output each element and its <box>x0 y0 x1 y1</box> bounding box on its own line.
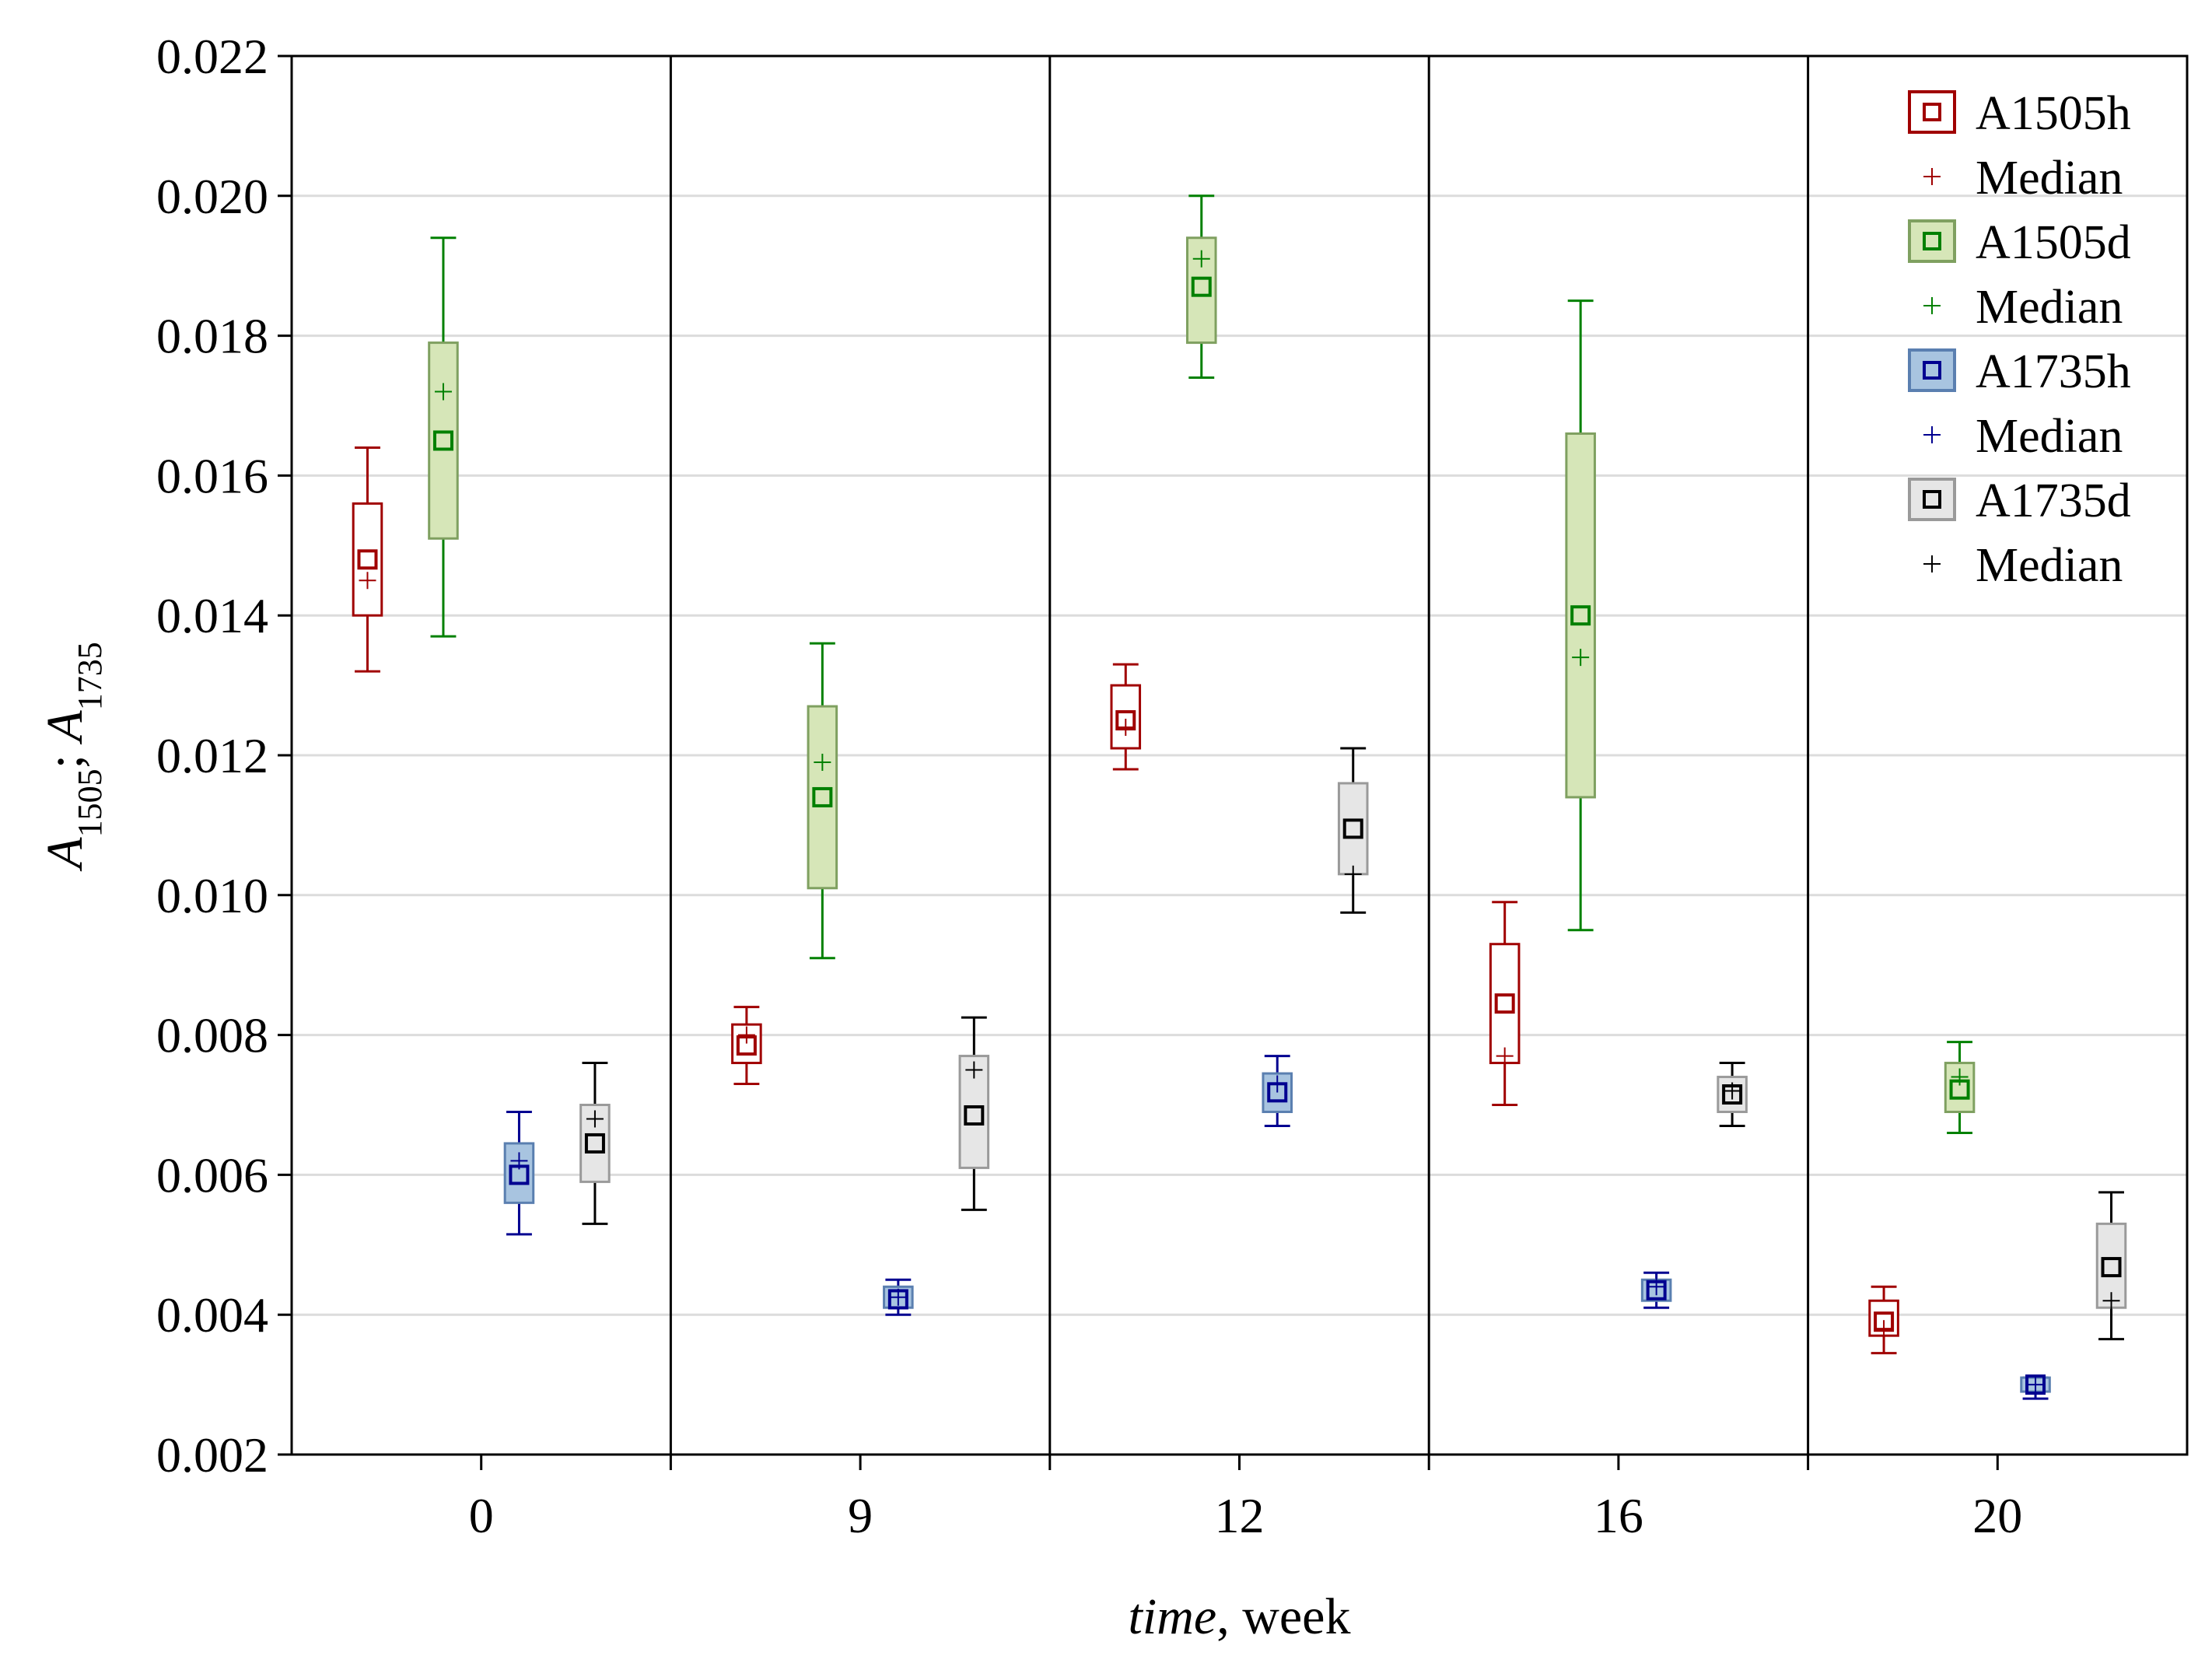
y-tick-label: 0.014 <box>156 588 268 643</box>
y-tick-label: 0.004 <box>156 1287 268 1343</box>
y-axis-title-sub1: 1505 <box>71 768 109 837</box>
legend-series-label: A1505d <box>1976 216 2131 269</box>
box <box>1185 194 1217 380</box>
legend-box-swatch <box>1908 348 1956 392</box>
mean-marker <box>1494 993 1515 1014</box>
box <box>1640 1271 1672 1309</box>
box <box>731 1006 762 1086</box>
mean-marker <box>2101 1257 2122 1278</box>
legend-box-swatch <box>1908 90 1956 134</box>
box <box>958 1016 990 1211</box>
mean-marker <box>812 786 833 807</box>
mean-marker <box>1342 818 1363 839</box>
box <box>1489 901 1521 1106</box>
mean-marker <box>1874 1311 1895 1332</box>
x-axis-title-unit: , week <box>1216 1588 1350 1645</box>
mean-marker <box>2025 1374 2046 1395</box>
x-tick-label: 0 <box>469 1488 494 1543</box>
mean-marker <box>1267 1082 1288 1103</box>
category-separators <box>669 56 1810 1470</box>
box <box>2020 1374 2051 1400</box>
y-tick-label: 0.006 <box>156 1147 268 1203</box>
y-tick-label: 0.020 <box>156 169 268 224</box>
legend-mean-swatch <box>1923 361 1941 380</box>
mean-marker <box>1570 605 1591 626</box>
x-tick-label: 9 <box>848 1488 873 1543</box>
mean-marker <box>887 1289 908 1310</box>
box <box>2095 1191 2127 1341</box>
box <box>1110 663 1142 771</box>
box <box>807 642 838 960</box>
legend-median-label: Median <box>1976 152 2123 205</box>
y-tick-label: 0.018 <box>156 309 268 364</box>
box <box>1262 1055 1293 1127</box>
box-series <box>352 194 2127 1400</box>
box <box>503 1110 535 1236</box>
box <box>428 236 459 638</box>
y-tick-label: 0.008 <box>156 1008 268 1063</box>
y-tick-label: 0.022 <box>156 29 268 84</box>
box <box>1868 1285 1899 1355</box>
y-axis-title: A1505; A1735 <box>37 642 109 872</box>
y-axis-title-sep: ; <box>37 742 93 769</box>
box <box>352 446 383 673</box>
box <box>883 1278 914 1316</box>
box <box>579 1062 611 1225</box>
legend-series-label: A1735h <box>1976 345 2131 398</box>
mean-marker <box>1722 1084 1743 1105</box>
box <box>1337 747 1369 914</box>
mean-marker <box>1115 710 1136 731</box>
y-tick-label: 0.010 <box>156 868 268 923</box>
x-tick-label: 16 <box>1594 1488 1643 1543</box>
legend-box-swatch <box>1908 478 1956 521</box>
x-tick-label: 12 <box>1215 1488 1265 1543</box>
legend-mean-swatch <box>1923 103 1941 121</box>
legend-median-label: Median <box>1976 281 2123 334</box>
mean-marker <box>1191 276 1212 297</box>
mean-marker <box>964 1105 985 1126</box>
mean-marker <box>432 430 453 451</box>
y-axis: 0.002 0.004 0.006 0.008 0.010 0.012 0.014 0.016… <box>156 29 292 1483</box>
legend-mean-swatch <box>1923 232 1941 250</box>
mean-marker <box>1949 1079 1970 1100</box>
legend-box-swatch <box>1908 219 1956 263</box>
legend-mean-swatch <box>1923 490 1941 509</box>
y-tick-label: 0.012 <box>156 728 268 783</box>
y-tick-label: 0.002 <box>156 1427 268 1483</box>
legend-median-label: Median <box>1976 539 2123 592</box>
legend-median-label: Median <box>1976 410 2123 463</box>
y-axis-title-a1: A <box>37 837 93 872</box>
mean-marker <box>509 1164 530 1185</box>
box <box>1565 299 1596 932</box>
mean-marker <box>584 1133 605 1154</box>
y-axis-title-a2: A <box>37 710 93 745</box>
mean-marker <box>736 1035 757 1056</box>
box <box>1944 1041 1976 1134</box>
mean-marker <box>357 549 378 570</box>
x-axis-title-italic: time <box>1129 1588 1217 1645</box>
legend-series-label: A1735d <box>1976 474 2131 527</box>
legend-series-label: A1505h <box>1976 87 2131 140</box>
x-axis-title: time, week <box>1129 1588 1351 1645</box>
box <box>1717 1062 1748 1127</box>
x-axis: 0 9 12 16 20 <box>469 1455 2022 1543</box>
legend: A1505h Median A1505d Median A1735h Median A173… <box>1908 87 2131 592</box>
x-tick-label: 20 <box>1972 1488 2022 1543</box>
mean-marker <box>1646 1280 1667 1301</box>
y-axis-title-sub2: 1735 <box>71 642 109 710</box>
y-tick-label: 0.016 <box>156 448 268 503</box>
